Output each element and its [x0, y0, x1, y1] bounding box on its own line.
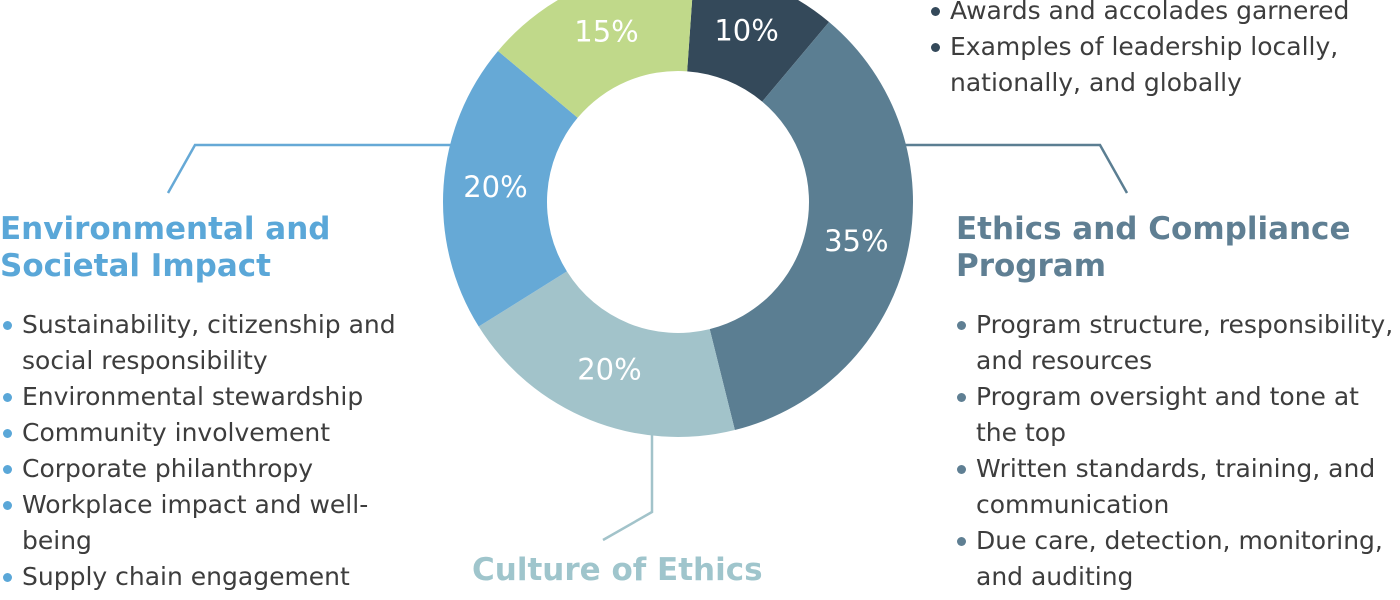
donut-slices [443, 0, 913, 437]
list-item: Written standards, training, and communi… [954, 451, 1394, 523]
donut-slice-environmental-and-societal-impact [443, 50, 578, 327]
connector-line-culture [602, 432, 654, 542]
connector-line-ethics [905, 143, 1129, 194]
slice-value-label: 10% [714, 13, 778, 47]
list-item: Sustainability, citizenship and social r… [0, 307, 430, 379]
ethics-heading: Ethics and Compliance Program [956, 211, 1396, 285]
list-item: Awards and accolades garnered [928, 0, 1398, 29]
list-item: Due care, detection, monitoring, and aud… [954, 523, 1394, 595]
slice-value-label: 20% [577, 353, 641, 387]
slice-value-label: 35% [824, 224, 888, 258]
heading-line: Environmental and [0, 211, 331, 247]
slice-value-label: 20% [463, 170, 527, 204]
list-item: Community involvement [0, 415, 430, 451]
ethics-bullet-list: Program structure, responsibility, and r… [954, 307, 1394, 595]
donut-slice-leadership [687, 0, 830, 102]
heading-line: Ethics and Compliance [956, 211, 1351, 247]
donut-slice-governance [497, 0, 693, 118]
list-item: Corporate philanthropy [0, 451, 430, 487]
environmental-bullet-list: Sustainability, citizenship and social r… [0, 307, 430, 595]
list-item: Environmental stewardship [0, 379, 430, 415]
list-item: Program structure, responsibility, and r… [954, 307, 1394, 379]
culture-heading: Culture of Ethics [472, 552, 763, 588]
heading-line: Program [956, 248, 1107, 284]
list-item: Supply chain engagement [0, 559, 430, 595]
list-item: Program oversight and tone at the top [954, 379, 1394, 451]
heading-line: Societal Impact [0, 248, 271, 284]
list-item: Workplace impact and well-being [0, 487, 430, 559]
connector-line-environmental [166, 143, 455, 194]
donut-slice-ethics-and-compliance-program [709, 21, 913, 431]
environmental-heading: Environmental and Societal Impact [0, 211, 440, 285]
donut-slice-culture-of-ethics [478, 271, 735, 437]
list-item: Examples of leadership locally, national… [928, 29, 1398, 101]
leadership-bullet-list: Awards and accolades garnered Examples o… [928, 0, 1398, 101]
slice-value-label: 15% [574, 15, 638, 49]
donut-slice-labels: 10% 35% 20% 20% 15% [463, 13, 888, 386]
